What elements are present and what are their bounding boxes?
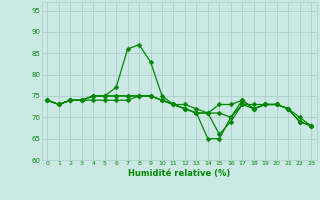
X-axis label: Humidité relative (%): Humidité relative (%) (128, 169, 230, 178)
